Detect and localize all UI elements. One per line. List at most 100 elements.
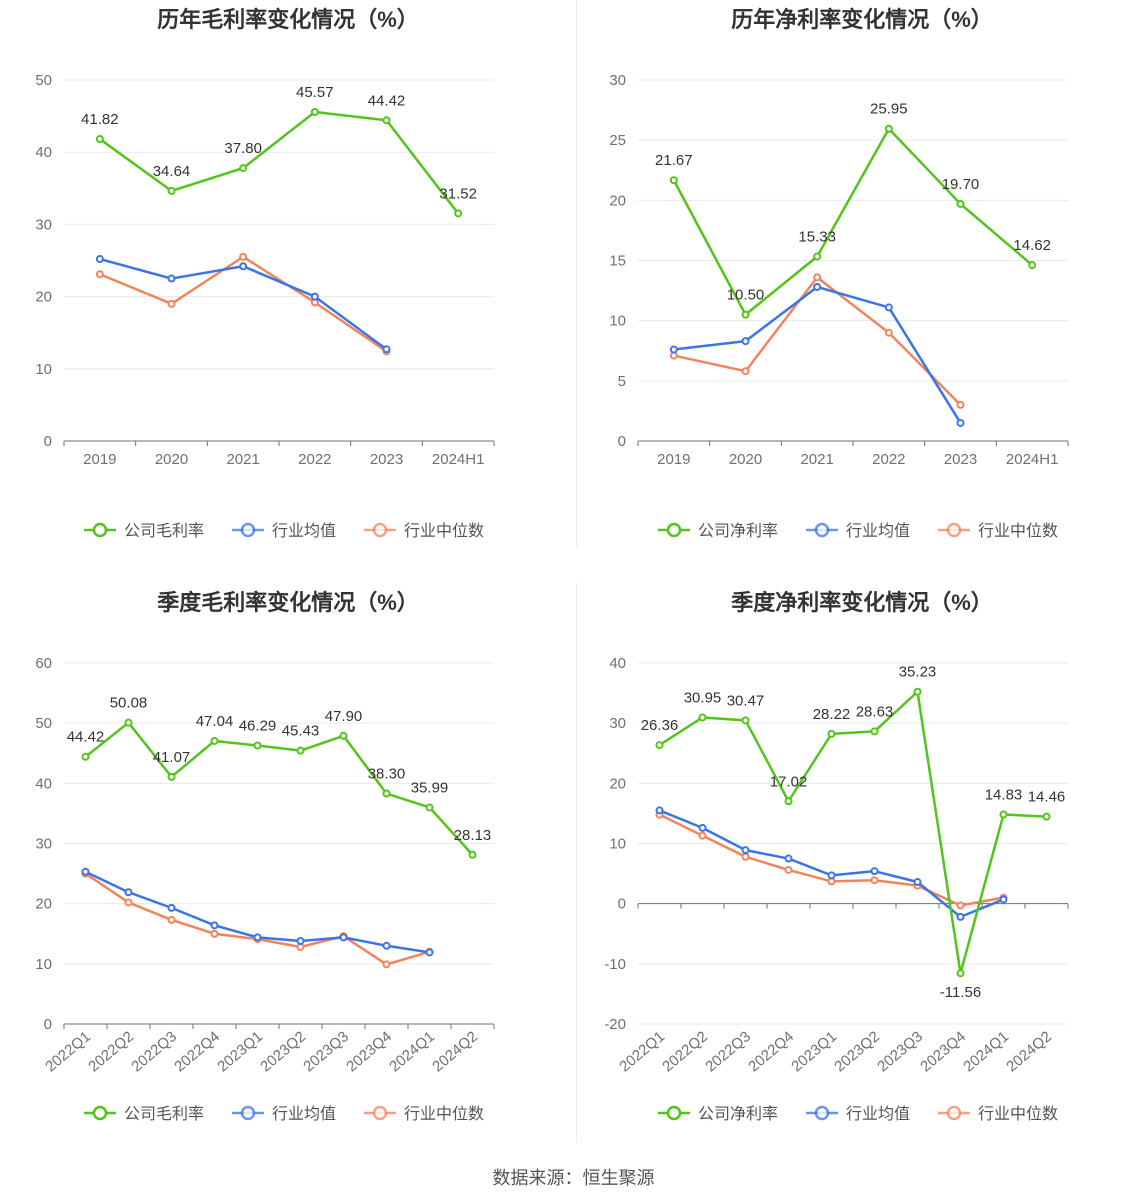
legend-item-industry_median[interactable]: 行业中位数 [364, 522, 484, 540]
legend-item-industry_avg[interactable]: 行业均值 [232, 522, 336, 540]
y-tick-label: 20 [35, 896, 52, 913]
data-point[interactable] [956, 199, 965, 208]
data-point[interactable] [253, 933, 262, 942]
legend-label: 行业中位数 [404, 522, 484, 540]
data-point[interactable] [655, 741, 664, 750]
data-point[interactable] [239, 252, 248, 261]
data-point[interactable] [296, 746, 305, 755]
data-point[interactable] [310, 107, 319, 116]
data-point[interactable] [239, 262, 248, 271]
data-point[interactable] [425, 948, 434, 957]
data-point[interactable] [382, 960, 391, 969]
data-point[interactable] [741, 367, 750, 376]
data-point[interactable] [95, 135, 104, 144]
data-point[interactable] [669, 345, 678, 354]
data-point[interactable] [95, 255, 104, 264]
data-point[interactable] [956, 969, 965, 978]
data-point[interactable] [210, 929, 219, 938]
data-point[interactable] [870, 727, 879, 736]
legend-item-industry_median[interactable]: 行业中位数 [938, 522, 1058, 540]
data-point[interactable] [454, 209, 463, 218]
data-point[interactable] [124, 898, 133, 907]
data-point[interactable] [339, 731, 348, 740]
data-point[interactable] [167, 299, 176, 308]
legend-label: 行业均值 [846, 522, 910, 540]
data-point[interactable] [884, 124, 893, 133]
data-point[interactable] [1042, 812, 1051, 821]
data-point[interactable] [698, 831, 707, 840]
data-point[interactable] [167, 274, 176, 283]
data-point[interactable] [698, 713, 707, 722]
legend-item-industry_median[interactable]: 行业中位数 [938, 1105, 1058, 1123]
data-point[interactable] [1028, 261, 1037, 270]
data-point[interactable] [884, 303, 893, 312]
data-point[interactable] [784, 865, 793, 874]
legend-item-company[interactable]: 公司净利率 [658, 1105, 778, 1123]
legend-item-company[interactable]: 公司毛利率 [84, 1105, 204, 1123]
x-tick-label: 2024Q1 [386, 1028, 438, 1075]
legend-item-industry_avg[interactable]: 行业均值 [806, 522, 910, 540]
data-point[interactable] [813, 252, 822, 261]
legend-item-industry_avg[interactable]: 行业均值 [806, 1105, 910, 1123]
data-point[interactable] [655, 806, 664, 815]
data-point[interactable] [210, 921, 219, 930]
data-point[interactable] [741, 310, 750, 319]
data-point[interactable] [784, 797, 793, 806]
data-point[interactable] [884, 328, 893, 337]
data-point[interactable] [167, 903, 176, 912]
data-point[interactable] [870, 867, 879, 876]
data-point[interactable] [382, 116, 391, 125]
data-point[interactable] [468, 850, 477, 859]
legend-item-industry_avg[interactable]: 行业均值 [232, 1105, 336, 1123]
data-point[interactable] [210, 736, 219, 745]
data-point[interactable] [253, 741, 262, 750]
data-point[interactable] [382, 345, 391, 354]
data-point[interactable] [913, 878, 922, 887]
chart-panel-annual-gross-margin: 历年毛利率变化情况（%） 0 10 20 30 40 50 2019 2020 2021 2022… [8, 0, 568, 560]
data-point[interactable] [741, 337, 750, 346]
data-point[interactable] [956, 912, 965, 921]
data-point[interactable] [870, 876, 879, 885]
data-point[interactable] [124, 718, 133, 727]
chart-svg: 0 10 20 30 40 50 2019 2020 2021 2022 2023 2024H1 41.… [35, 72, 495, 540]
data-point[interactable] [698, 823, 707, 832]
data-point[interactable] [999, 810, 1008, 819]
legend-item-company[interactable]: 公司毛利率 [84, 522, 204, 540]
data-point[interactable] [167, 772, 176, 781]
data-point[interactable] [239, 164, 248, 173]
data-point[interactable] [310, 292, 319, 301]
data-point[interactable] [813, 282, 822, 291]
legend-marker [666, 1105, 682, 1121]
series-industry_median [81, 869, 434, 969]
data-point[interactable] [167, 915, 176, 924]
data-point[interactable] [296, 936, 305, 945]
data-point[interactable] [913, 687, 922, 696]
data-point[interactable] [827, 729, 836, 738]
data-point[interactable] [956, 400, 965, 409]
data-point[interactable] [382, 789, 391, 798]
data-point[interactable] [741, 846, 750, 855]
legend-item-industry_median[interactable]: 行业中位数 [364, 1105, 484, 1123]
x-tick-label: 2022 [872, 451, 905, 468]
data-point[interactable] [167, 186, 176, 195]
x-tick-label: 2020 [155, 451, 188, 468]
data-point[interactable] [784, 854, 793, 863]
data-point[interactable] [339, 933, 348, 942]
data-point[interactable] [124, 888, 133, 897]
data-point[interactable] [813, 273, 822, 282]
data-point[interactable] [956, 901, 965, 910]
data-point[interactable] [81, 867, 90, 876]
x-tick-label: 2021 [226, 451, 259, 468]
data-point[interactable] [827, 871, 836, 880]
data-point[interactable] [956, 418, 965, 427]
data-point[interactable] [382, 941, 391, 950]
data-point[interactable] [741, 716, 750, 725]
data-point[interactable] [669, 176, 678, 185]
legend-item-company[interactable]: 公司净利率 [658, 522, 778, 540]
data-point[interactable] [95, 270, 104, 279]
data-point[interactable] [999, 895, 1008, 904]
series-line [84, 872, 430, 966]
data-point[interactable] [741, 852, 750, 861]
data-point[interactable] [425, 803, 434, 812]
data-point[interactable] [81, 752, 90, 761]
